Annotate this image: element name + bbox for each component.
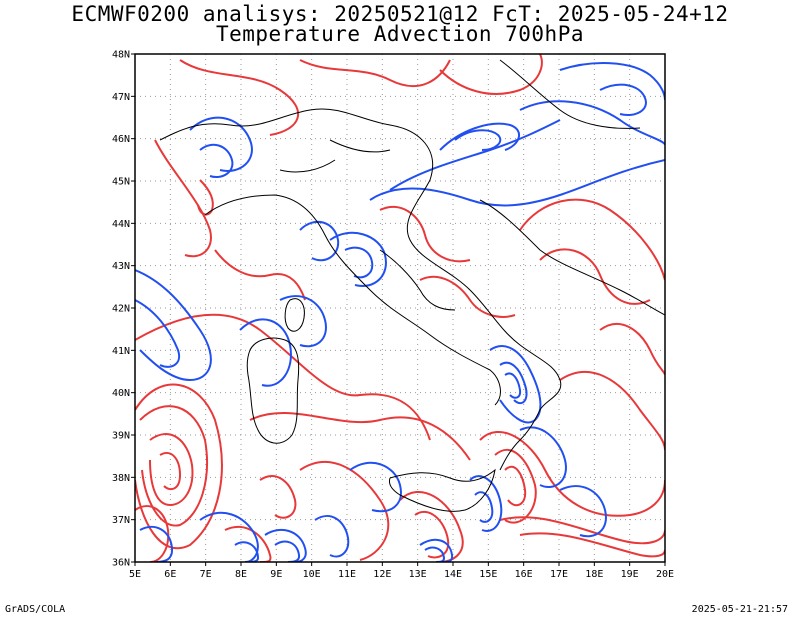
footer-left: GrADS/COLA [5,604,66,615]
x-tick-label: 13E [409,569,427,580]
x-tick-label: 12E [373,569,391,580]
y-tick-label: 37N [112,515,130,526]
x-tick-label: 5E [129,569,141,580]
x-tick-label: 18E [585,569,603,580]
y-tick-label: 40N [112,388,130,399]
y-tick-label: 45N [112,177,130,188]
cold-advection-contours [135,62,665,562]
x-tick-label: 20E [656,569,674,580]
x-tick-label: 10E [303,569,321,580]
x-tick-label: 16E [515,569,533,580]
x-tick-label: 6E [164,569,176,580]
x-tick-label: 11E [338,569,356,580]
x-tick-label: 15E [479,569,497,580]
y-tick-label: 43N [112,261,130,272]
x-tick-label: 17E [550,569,568,580]
warm-advection-contours [135,54,665,562]
x-tick-label: 8E [235,569,247,580]
y-tick-label: 38N [112,473,130,484]
x-tick-label: 14E [444,569,462,580]
x-tick-label: 19E [621,569,639,580]
y-tick-label: 41N [112,346,130,357]
map-plot: 5E 6E 7E 8E 9E 10E 11E 12E 13E 14E 15E 16E 17E 18E 19E… [112,50,674,581]
title-line-2: Temperature Advection 700hPa [215,22,584,46]
y-tick-label: 36N [112,558,130,569]
y-tick-label: 47N [112,92,130,103]
y-tick-label: 48N [112,50,130,61]
y-tick-label: 46N [112,134,130,145]
coastlines [159,59,665,512]
y-tick-label: 39N [112,431,130,442]
y-tick-label: 44N [112,219,130,230]
x-tick-label: 7E [200,569,212,580]
x-tick-label: 9E [270,569,282,580]
footer-right: 2025-05-21-21:57 [691,604,788,615]
contour-layer [135,54,665,562]
y-tick-label: 42N [112,304,130,315]
title-line-1: ECMWF0200 analisys: 20250521@12 FcT: 202… [71,2,729,26]
axis-ticks: 5E 6E 7E 8E 9E 10E 11E 12E 13E 14E 15E 16E 17E 18E 19E… [112,50,674,581]
